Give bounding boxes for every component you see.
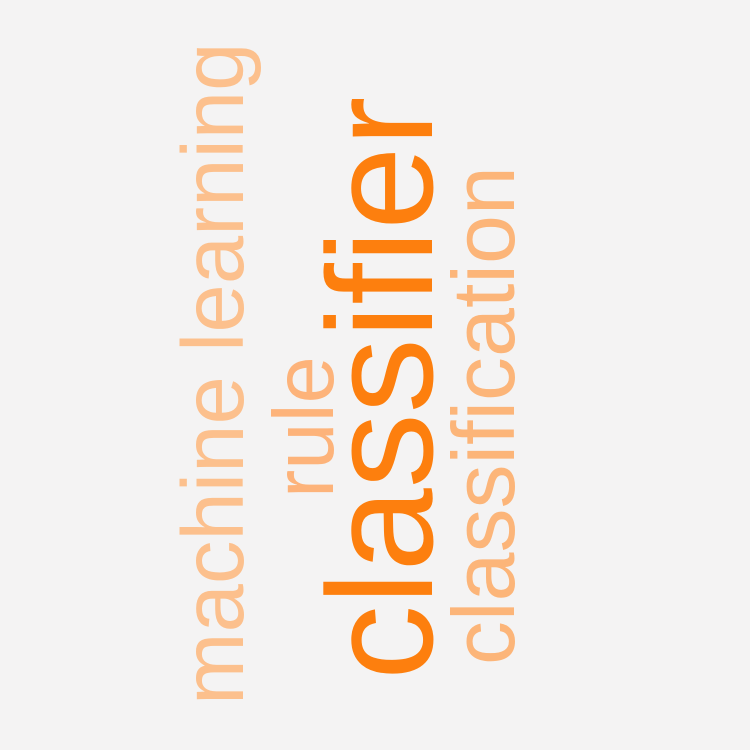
word-machine-learning: machine learning [165,42,262,705]
word-classification: classification [434,166,533,665]
word-classifier: classifier [296,96,464,680]
